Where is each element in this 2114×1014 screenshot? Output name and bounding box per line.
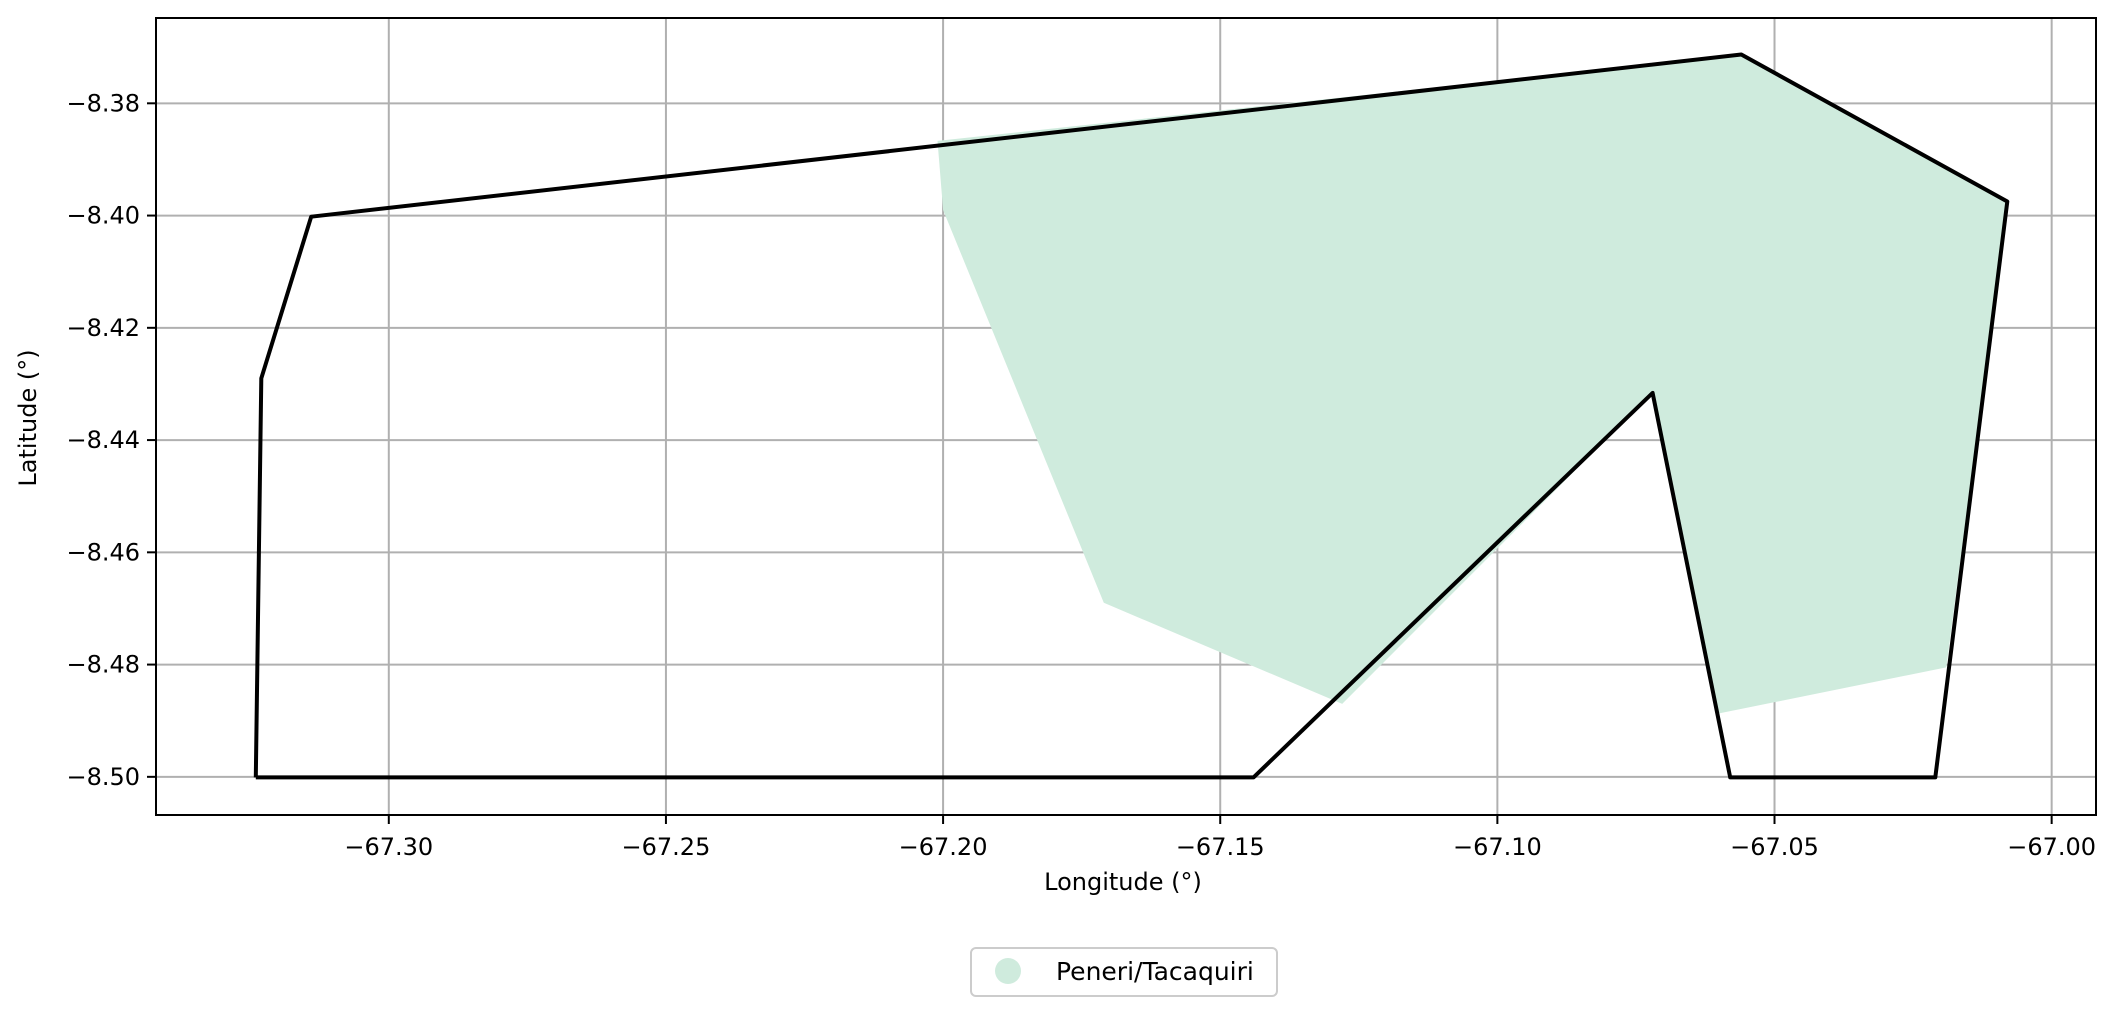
x-tick-label: −67.20 (899, 833, 988, 861)
x-tick-label: −67.25 (622, 833, 711, 861)
legend-box (970, 947, 1278, 997)
y-tick-label: −8.40 (66, 202, 140, 230)
legend: Peneri/Tacaquiri (970, 947, 1278, 997)
x-tick-label: −67.15 (1176, 833, 1265, 861)
y-axis-ticks: −8.38 −8.40 −8.42 −8.44 −8.46 −8.48 −8.50 (66, 89, 156, 791)
y-tick-label: −8.50 (66, 763, 140, 791)
boundary-layer (253, 52, 2010, 780)
x-tick-label: −67.05 (1730, 833, 1819, 861)
legend-label: Peneri/Tacaquiri (1056, 957, 1254, 986)
y-axis-label: Latitude (°) (14, 349, 42, 486)
legend-swatch (995, 958, 1021, 984)
x-axis-label: Longitude (°) (1044, 868, 1202, 896)
region-polygon (937, 54, 2008, 714)
x-tick-label: −67.10 (1453, 833, 1542, 861)
x-tick-label: −67.30 (344, 833, 433, 861)
y-tick-label: −8.48 (66, 651, 140, 679)
x-tick-label: −67.00 (2007, 833, 2096, 861)
x-axis-ticks: −67.30 −67.25 −67.20 −67.15 −67.10 −67.05 −67.… (344, 815, 2096, 861)
y-tick-label: −8.42 (66, 314, 140, 342)
plot-frame (155, 17, 2097, 816)
boundary-line (253, 52, 2010, 780)
y-tick-label: −8.46 (66, 538, 140, 566)
polygon-fills (937, 54, 2008, 714)
y-tick-label: −8.44 (66, 426, 140, 454)
y-tick-label: −8.38 (66, 89, 140, 117)
